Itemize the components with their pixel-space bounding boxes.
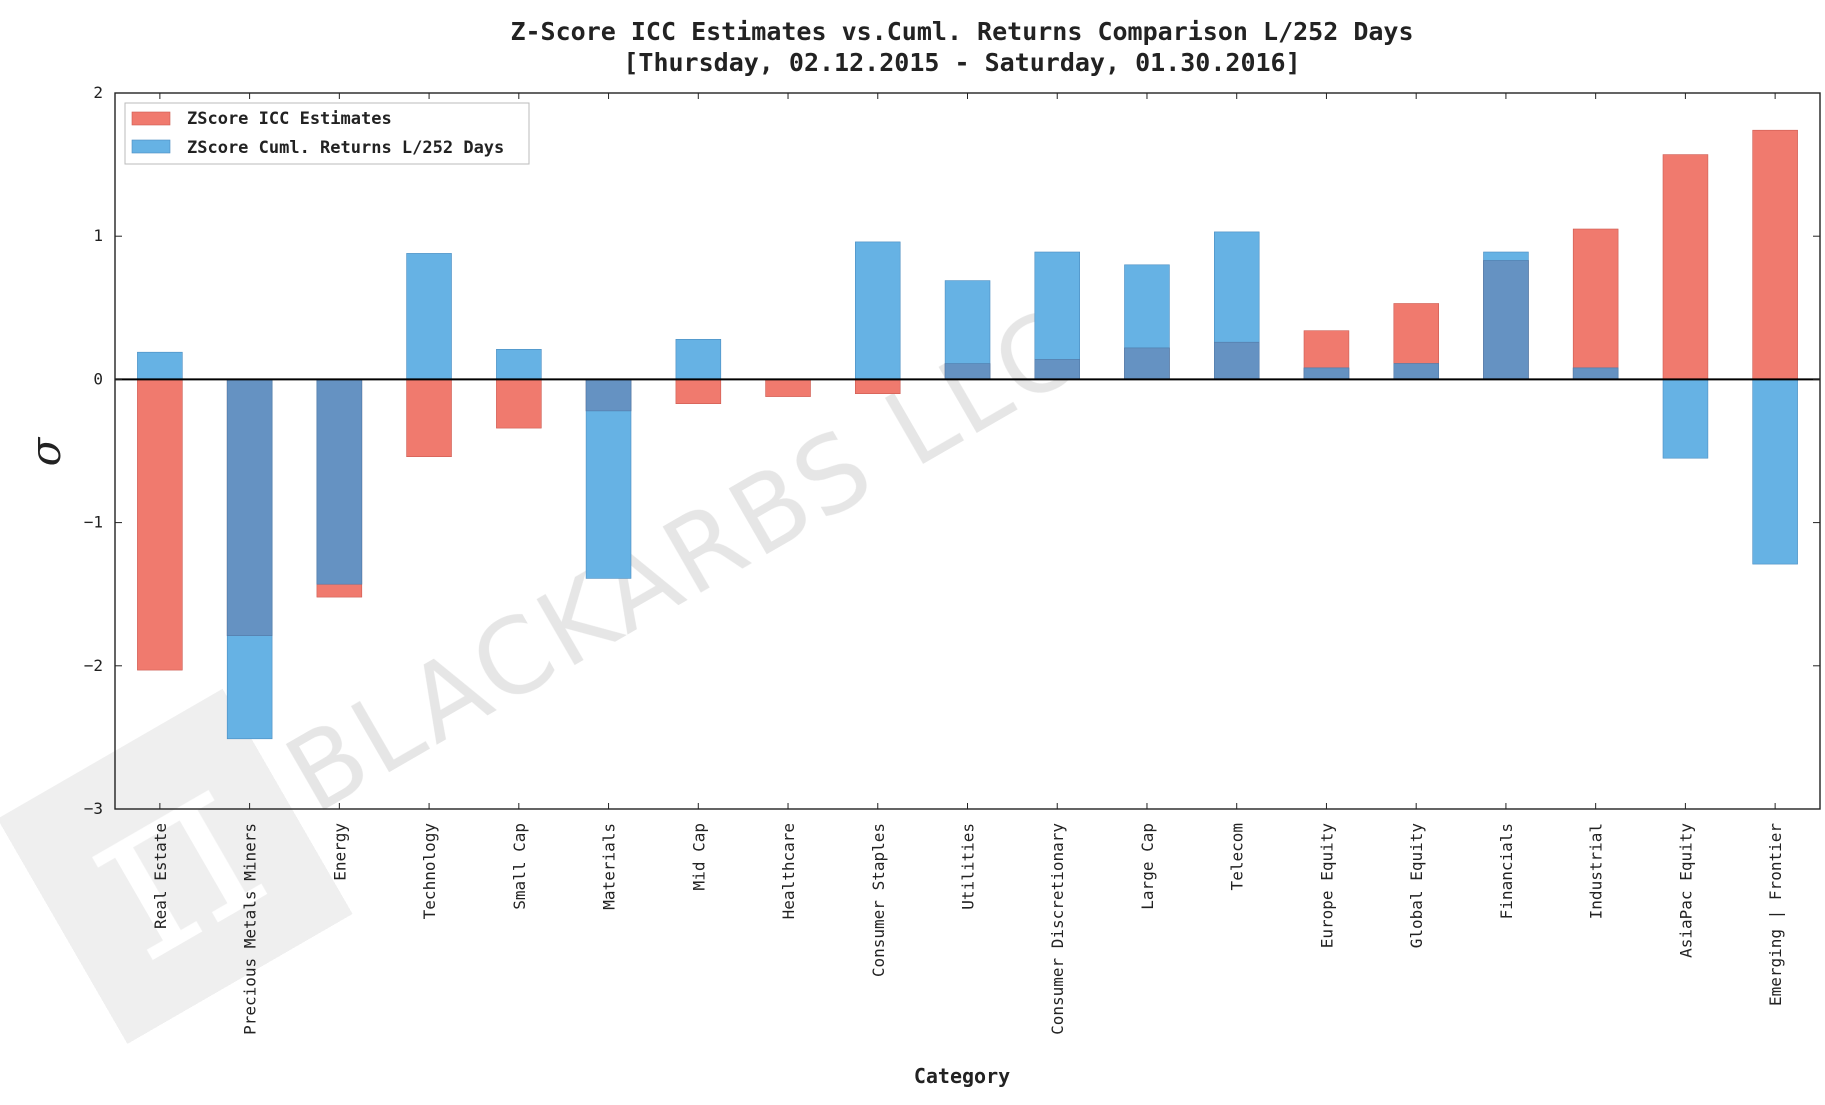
- chart-title: Z-Score ICC Estimates vs.Cuml. Returns C…: [510, 17, 1413, 46]
- x-tick-label: Precious Metals Miners: [241, 823, 260, 1035]
- legend-label-returns: ZScore Cuml. Returns L/252 Days: [187, 138, 504, 158]
- x-tick-label: Emerging | Frontier: [1766, 823, 1785, 1006]
- bar-overlap: [1572, 367, 1619, 380]
- x-tick-label: Small Cap: [510, 823, 529, 910]
- bar-overlap: [1124, 347, 1170, 380]
- legend-box: [124, 102, 530, 165]
- bar-overlap: [944, 363, 991, 380]
- bar-icc-estimate: [854, 379, 901, 394]
- x-tick-label: Utilities: [959, 823, 978, 910]
- bar-cuml-return: [1662, 379, 1709, 459]
- bar-overlap: [316, 379, 363, 585]
- bar-cuml-return: [675, 338, 722, 380]
- bar-cuml-return: [944, 280, 991, 380]
- x-tick-label: Financials: [1497, 823, 1516, 919]
- bar-cuml-return: [854, 241, 901, 380]
- bar-cuml-return: [137, 351, 183, 380]
- x-tick-label: Real Estate: [151, 823, 170, 929]
- bar-overlap: [1303, 367, 1350, 380]
- chart-subtitle: [Thursday, 02.12.2015 - Saturday, 01.30.…: [623, 48, 1300, 77]
- plot-frame: [114, 92, 1821, 810]
- bar-cuml-return: [1034, 251, 1081, 380]
- x-axis-label: Category: [914, 1064, 1010, 1088]
- bar-icc-estimate: [675, 379, 722, 404]
- bar-icc-estimate: [137, 379, 183, 671]
- x-tick-label: Energy: [330, 823, 349, 881]
- bar-cuml-return: [585, 379, 632, 579]
- y-tick-label: 2: [93, 83, 103, 102]
- bar-icc-estimate: [1572, 228, 1619, 380]
- bar-icc-estimate: [496, 379, 542, 429]
- bar-overlap: [1483, 260, 1529, 380]
- y-tick-label: 0: [93, 369, 103, 388]
- x-tick-label: AsiaPac Equity: [1676, 823, 1695, 958]
- y-axis-label: σ: [21, 436, 70, 466]
- bar-icc-estimate: [1662, 154, 1709, 380]
- bar-overlap: [226, 379, 273, 636]
- watermark-logo-box: [0, 688, 353, 1044]
- y-tick-label: −2: [84, 656, 103, 675]
- bar-cuml-return: [1752, 379, 1798, 565]
- bar-icc-estimate: [765, 379, 811, 397]
- x-tick-label: Industrial: [1587, 823, 1606, 919]
- x-tick-label: Global Equity: [1407, 823, 1426, 949]
- x-tick-label: Europe Equity: [1317, 823, 1336, 949]
- legend-swatch-icc: [131, 111, 171, 126]
- x-tick-label: Large Cap: [1138, 823, 1157, 910]
- legend-label-icc: ZScore ICC Estimates: [187, 109, 392, 129]
- x-tick-label: Telecom: [1228, 823, 1247, 890]
- bar-overlap: [1393, 363, 1440, 380]
- legend: ZScore ICC Estimates ZScore Cuml. Return…: [124, 102, 530, 165]
- x-tick-label: Healthcare: [779, 823, 798, 919]
- axes: Real Estate Precious Metals Miners Energy T…: [84, 83, 1821, 1035]
- x-tick-label: Technology: [420, 823, 439, 920]
- bar-overlap: [1034, 359, 1081, 380]
- x-tick-label: Consumer Staples: [869, 823, 888, 977]
- bar-icc-estimate: [406, 379, 452, 457]
- bar-icc-estimate: [1752, 129, 1798, 380]
- y-tick-label: −3: [84, 799, 103, 818]
- bar-overlap: [1214, 341, 1260, 380]
- x-tick-label: Consumer Discretionary: [1048, 823, 1067, 1035]
- y-tick-label: −1: [84, 513, 103, 532]
- bar-overlap: [585, 379, 632, 412]
- bar-cuml-return: [406, 253, 452, 380]
- bar-cuml-return: [496, 348, 542, 380]
- x-tick-label: Mid Cap: [689, 823, 708, 890]
- y-tick-label: 1: [93, 226, 103, 245]
- legend-swatch-returns: [131, 139, 171, 154]
- x-tick-label: Materials: [600, 823, 619, 910]
- plot-area: [137, 129, 1798, 740]
